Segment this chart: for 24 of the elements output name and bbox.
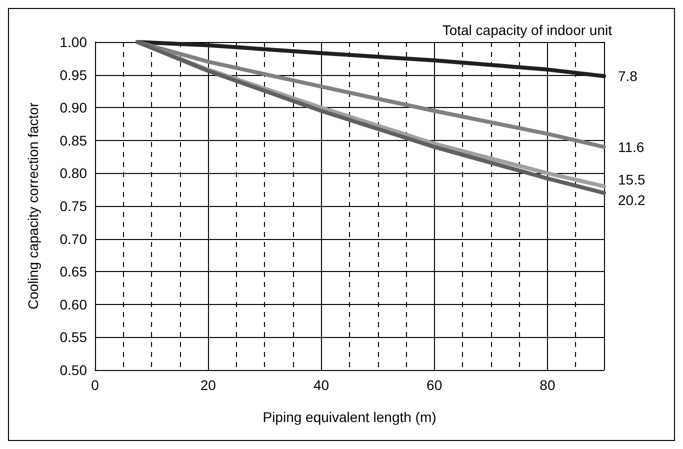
y-tick-label: 0.50 [60, 362, 88, 378]
y-tick-label: 0.85 [60, 132, 88, 148]
y-axis-title: Cooling capacity correction factor [25, 102, 41, 310]
x-tick-label: 80 [540, 377, 556, 393]
x-tick-label: 20 [200, 377, 216, 393]
series-label: 20.2 [618, 192, 646, 208]
y-tick-label: 0.70 [60, 230, 88, 247]
series-label: 11.6 [618, 138, 644, 155]
y-tick-label: 0.80 [60, 165, 88, 182]
y-tick-label: 0.95 [60, 66, 88, 83]
y-tick-label: 1.00 [60, 34, 88, 50]
series-label: 15.5 [618, 171, 646, 188]
series-label: 7.8 [618, 68, 638, 84]
y-tick-label: 0.90 [60, 100, 88, 116]
x-tick-label: 40 [313, 377, 330, 393]
text: Total capacity of indoor unit [442, 22, 612, 38]
x-axis-title: Piping equivalent length (m) [262, 409, 436, 425]
line-series [135, 40, 606, 149]
y-tick-label: 0.75 [60, 198, 88, 214]
x-tick-label: 0 [91, 377, 100, 393]
y-tick-label: 0.55 [60, 329, 88, 346]
y-tick-label: 0.65 [60, 264, 88, 280]
x-tick-label: 60 [426, 377, 442, 393]
y-tick-label: 0.60 [60, 296, 88, 312]
